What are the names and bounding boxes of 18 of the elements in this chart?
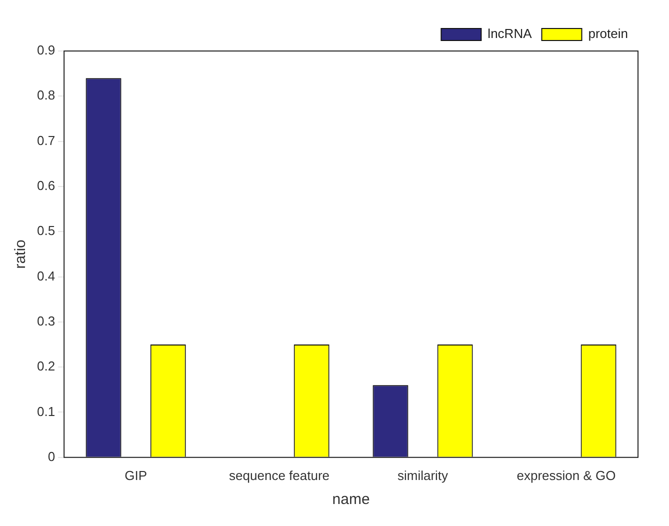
y-tick-label: 0.9 (36, 42, 56, 58)
y-tick-label: 0 (48, 448, 56, 464)
legend-label: protein (588, 26, 628, 42)
legend-label: lncRNA (488, 26, 532, 42)
y-tick-label: 0.8 (36, 88, 56, 103)
x-tick-label: similarity (397, 468, 449, 483)
y-tick-label: 0.3 (36, 314, 56, 329)
x-tick-label: sequence feature (229, 468, 330, 483)
y-tick-label: 0.2 (36, 358, 56, 374)
x-tick-label: expression & GO (516, 468, 616, 483)
y-tick-label: 0.5 (36, 223, 56, 238)
y-tick-label: 0.4 (36, 268, 56, 284)
y-tick-label: 0.7 (36, 132, 56, 148)
x-tick-label: GIP (124, 468, 148, 483)
y-axis-title: ratio (12, 240, 30, 269)
y-tick-label: 0.6 (36, 178, 56, 194)
y-tick-label: 0.1 (36, 404, 56, 419)
x-axis-title: name (332, 491, 370, 508)
